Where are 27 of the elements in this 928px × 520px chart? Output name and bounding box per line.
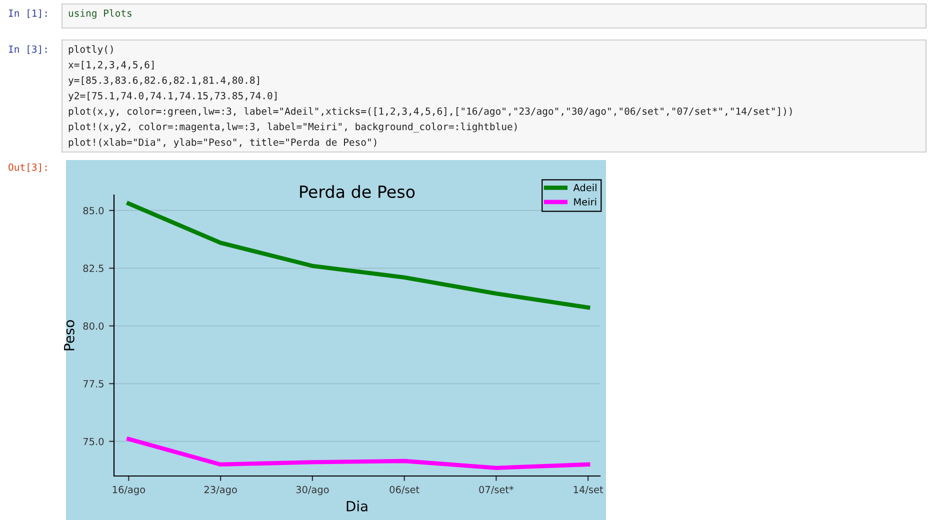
chart-title: Perda de Peso <box>300 185 415 198</box>
text: plot(x,y, color=:green,lw=:3, label="Adeil",xticks=([1,2,3,4,5,6],["16/ago","23/ago","30/ago","06/set","07/set*","14/set"])) <box>68 107 792 117</box>
x-tick-label: 07/set* <box>479 486 514 494</box>
text: using Plots <box>68 9 132 19</box>
text: plot!(xlab="Dia", ylab="Peso", title="Perda de Peso") <box>68 138 376 148</box>
y-tick-label: 82.5 <box>83 264 104 272</box>
x-tick-label: 06/set <box>390 486 420 494</box>
text: y2=[75.1,74.0,74.1,74.15,73.85,74.0] <box>68 92 277 102</box>
legend-label: Meiri <box>574 198 596 206</box>
y-tick-label: 80.0 <box>83 322 104 330</box>
text: In [1]: <box>8 9 47 18</box>
x-tick-label: 14/set <box>574 486 604 494</box>
x-tick-label: 30/ago <box>296 486 329 496</box>
x-axis-title: Dia <box>346 500 368 512</box>
x-tick-label: 16/ago <box>112 486 146 496</box>
text: Out[3]: <box>8 163 47 172</box>
text: x=[1,2,3,4,5,6] <box>68 60 154 70</box>
text: In [3]: <box>8 45 47 54</box>
x-tick-label: 23/ago <box>204 486 237 496</box>
text: plotly() <box>68 45 113 55</box>
y-tick-label: 77.5 <box>83 380 104 388</box>
y-tick-label: 85.0 <box>83 206 104 214</box>
text: y=[85.3,83.6,82.6,82.1,81.4,80.8] <box>68 76 259 86</box>
legend-label: Adeil <box>573 184 596 192</box>
text: plot!(x,y2, color=:magenta,lw=:3, label="Meiri", background_color=:lightblue) <box>68 122 517 132</box>
y-tick-label: 75.0 <box>83 438 104 446</box>
y-axis-title: Peso <box>64 320 74 350</box>
